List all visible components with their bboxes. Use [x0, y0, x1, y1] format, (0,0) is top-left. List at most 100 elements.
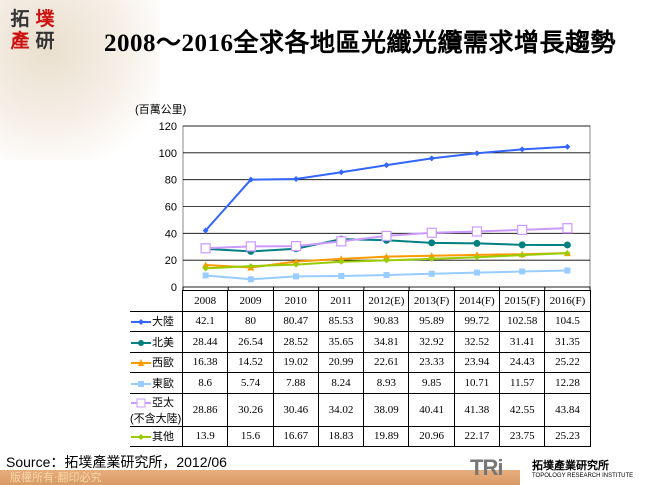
data-label: 13.9 — [181, 425, 229, 447]
data-label: 102.58 — [499, 310, 546, 332]
table-row: 亞太(不含大陸) 28.86 30.26 30.46 34.02 38.09 40.41 41… — [130, 392, 591, 427]
data-point — [292, 257, 300, 265]
data-point — [562, 223, 573, 234]
legend-entry: 亞太(不含大陸) — [130, 392, 183, 427]
data-label: 41.38 — [453, 392, 501, 427]
data-point — [426, 227, 437, 238]
copyright-text: 版權所有‧翻印必究 — [10, 471, 102, 484]
corner-cell — [130, 290, 183, 312]
legend-label: 大陸 — [152, 316, 174, 329]
x-tick-label: 2012(E) — [363, 290, 410, 312]
y-tick-label: 80 — [165, 175, 177, 187]
data-point — [428, 255, 435, 262]
brand-logo-mark: TRi — [470, 455, 503, 480]
data-label: 24.43 — [499, 351, 546, 373]
data-point — [202, 272, 209, 279]
x-tick-label: 2016(F) — [544, 290, 591, 312]
data-label: 80 — [227, 310, 274, 332]
data-point — [428, 270, 435, 277]
data-point — [383, 272, 390, 279]
data-point — [336, 236, 347, 247]
x-tick-label: 2009 — [227, 290, 274, 312]
legend-key-icon — [131, 359, 151, 367]
data-point — [519, 268, 526, 275]
data-label: 8.93 — [363, 372, 410, 394]
data-point — [473, 254, 480, 261]
logo-char: 墣 — [35, 8, 55, 30]
legend-entry: 東歐 — [130, 372, 183, 394]
data-point — [338, 272, 345, 279]
data-label: 31.41 — [499, 331, 546, 353]
y-tick-label: 40 — [165, 228, 177, 240]
data-label: 18.83 — [317, 425, 365, 447]
data-label: 19.89 — [363, 425, 410, 447]
data-point — [247, 176, 254, 183]
logo-char: 拓 — [10, 8, 30, 30]
data-label: 42.1 — [181, 310, 229, 332]
data-point — [473, 239, 481, 247]
data-label: 23.33 — [408, 351, 455, 373]
data-label: 16.67 — [272, 425, 319, 447]
legend-key-icon — [131, 398, 151, 408]
logo-char: 產 — [10, 30, 30, 52]
data-label: 40.41 — [408, 392, 455, 427]
logo-char: 研 — [35, 30, 55, 52]
legend-entry: 其他 — [130, 425, 183, 447]
legend-entry: 北美 — [130, 331, 183, 353]
data-label: 99.72 — [453, 310, 501, 332]
data-label: 28.86 — [181, 392, 229, 427]
data-label: 34.02 — [317, 392, 365, 427]
brand-logo: TRi 拓墣產業研究所 TOPOLOGY RESEARCH INSTITUTE — [470, 455, 633, 481]
legend-entry: 西歐 — [130, 351, 183, 373]
data-point — [202, 261, 210, 269]
data-label: 25.22 — [544, 351, 591, 373]
data-point — [293, 261, 300, 268]
data-label: 5.74 — [227, 372, 274, 394]
data-label: 28.44 — [181, 331, 229, 353]
brand-name-en: TOPOLOGY RESEARCH INSTITUTE — [532, 473, 634, 479]
data-label: 9.85 — [408, 372, 455, 394]
data-point — [383, 162, 390, 169]
data-label: 35.65 — [317, 331, 365, 353]
data-point — [338, 258, 345, 265]
data-point — [337, 255, 345, 262]
brand-name-cn: 拓墣產業研究所 — [532, 460, 609, 472]
data-label: 104.5 — [544, 310, 591, 332]
data-label: 7.88 — [272, 372, 319, 394]
data-label: 10.71 — [453, 372, 501, 394]
table-row: 東歐 8.6 5.74 7.88 8.24 8.93 9.85 10.71 11.57 12.28 — [130, 372, 591, 394]
data-label: 25.23 — [544, 425, 591, 447]
data-label: 23.94 — [453, 351, 501, 373]
x-tick-label: 2011 — [317, 290, 365, 312]
data-label: 22.17 — [453, 425, 501, 447]
data-point — [381, 230, 392, 241]
data-point — [564, 250, 571, 257]
y-axis-label: (百萬公里) — [135, 104, 187, 116]
data-point — [428, 155, 435, 162]
data-label: 23.75 — [499, 425, 546, 447]
table-row: 大陸 42.1 80 80.47 85.53 90.83 95.89 99.72 102.58 1… — [130, 310, 591, 332]
legend-key-icon — [131, 339, 151, 346]
data-point — [247, 276, 254, 283]
legend-label: 西歐 — [152, 357, 174, 370]
data-point — [383, 253, 390, 260]
data-label: 38.09 — [363, 392, 410, 427]
data-point — [383, 257, 390, 264]
data-label: 34.81 — [363, 331, 410, 353]
table-row: 北美 28.44 26.54 28.52 35.65 34.81 32.92 32.52 31.… — [130, 331, 591, 353]
data-point — [338, 169, 345, 176]
data-point — [517, 224, 528, 236]
data-label: 8.6 — [181, 372, 229, 394]
data-label: 22.61 — [363, 351, 410, 373]
data-label: 26.54 — [227, 331, 274, 353]
table-header-row: 2008 2009 2010 2011 2012(E) 2013(F) 2014(F) 201… — [130, 290, 591, 312]
page-title: 2008～2016全求各地區光纖光纜需求增長趨勢 — [103, 30, 616, 57]
data-point — [293, 176, 300, 183]
data-point — [200, 243, 211, 254]
data-label: 14.52 — [227, 351, 274, 373]
data-label: 12.28 — [544, 372, 591, 394]
data-label: 30.46 — [272, 392, 319, 427]
x-tick-label: 2014(F) — [453, 290, 501, 312]
line-chart: 0 20 40 60 80 100 120 — [159, 121, 591, 292]
background-map — [0, 0, 160, 160]
